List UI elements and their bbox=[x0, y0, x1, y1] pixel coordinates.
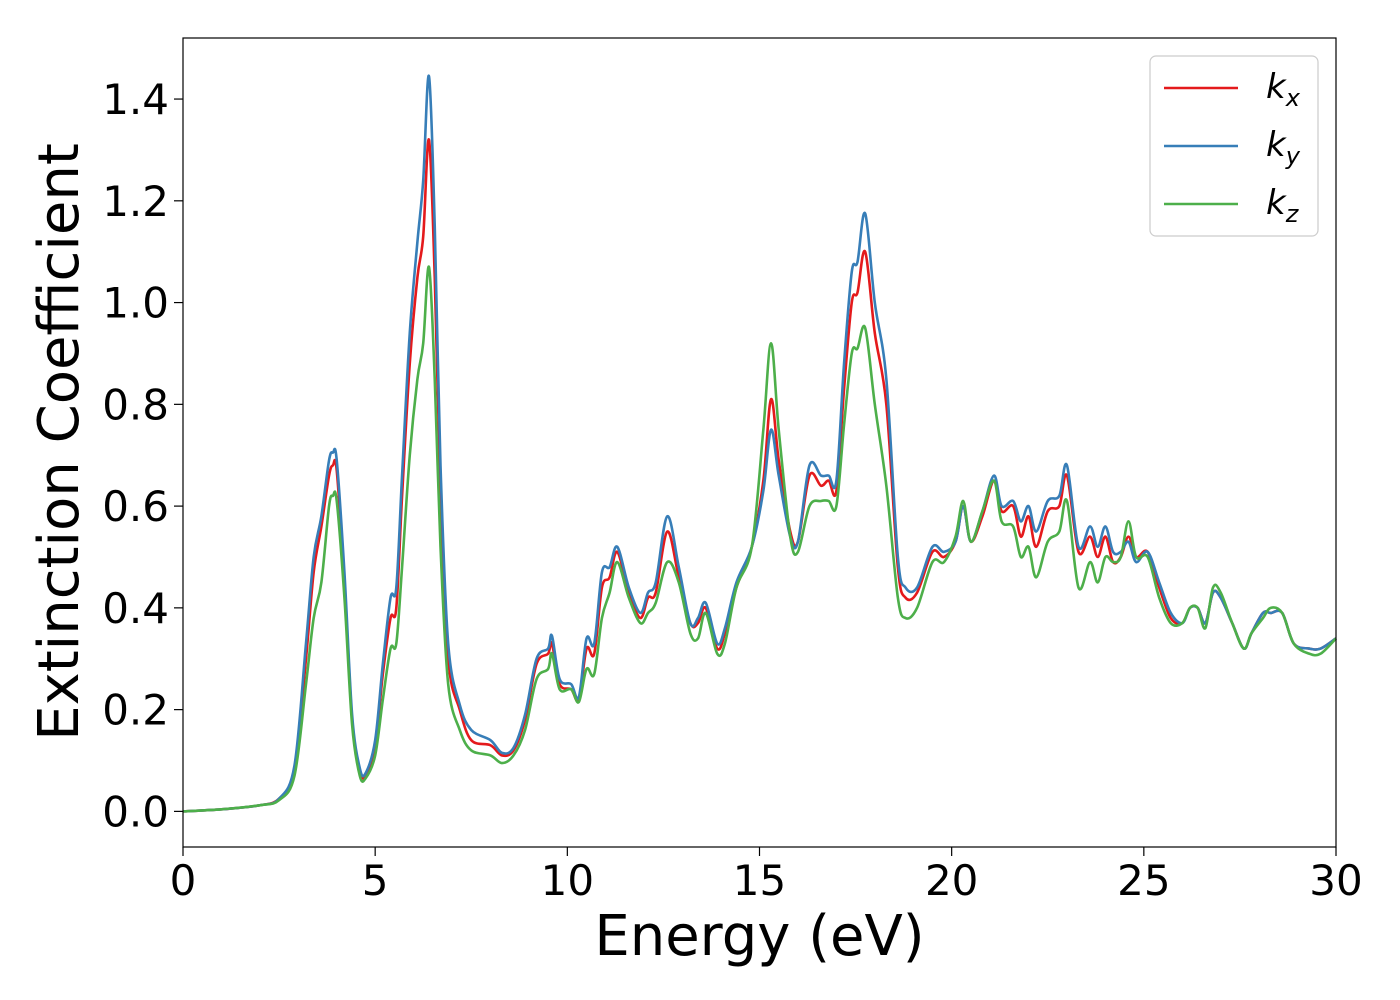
y-tick-label: 0.4 bbox=[102, 584, 169, 633]
y-tick-label: 1.0 bbox=[102, 279, 169, 328]
y-tick-label: 0.8 bbox=[102, 380, 169, 429]
y-tick-label: 0.2 bbox=[102, 686, 169, 735]
series-layer bbox=[182, 74, 1337, 813]
legend-label-k-y: ky bbox=[1266, 125, 1301, 170]
x-tick-label: 25 bbox=[1117, 856, 1170, 905]
x-tick-label: 0 bbox=[170, 856, 197, 905]
x-axis-ticks: 0 5 10 15 20 25 30 bbox=[170, 847, 1363, 905]
legend-label-k-x: kx bbox=[1266, 67, 1301, 112]
x-tick-label: 30 bbox=[1309, 856, 1362, 905]
legend-label-k-z: kz bbox=[1266, 183, 1300, 228]
x-tick-label: 15 bbox=[733, 856, 786, 905]
x-axis-title: Energy (eV) bbox=[594, 904, 924, 969]
y-tick-label: 0.0 bbox=[102, 787, 169, 836]
y-axis-ticks: 0.0 0.2 0.4 0.6 0.8 1.0 1.2 1.4 bbox=[102, 75, 183, 836]
y-axis-title: Extinction Coefficient bbox=[27, 143, 92, 741]
y-tick-label: 0.6 bbox=[102, 482, 169, 531]
y-tick-label: 1.4 bbox=[102, 75, 169, 124]
y-tick-label: 1.2 bbox=[102, 177, 169, 226]
legend: kx ky kz bbox=[1149, 55, 1319, 237]
series-line-k-z bbox=[182, 265, 1337, 813]
x-tick-label: 10 bbox=[541, 856, 594, 905]
x-tick-label: 5 bbox=[362, 856, 389, 905]
series-line-k-y bbox=[182, 74, 1337, 813]
x-tick-label: 20 bbox=[925, 856, 978, 905]
